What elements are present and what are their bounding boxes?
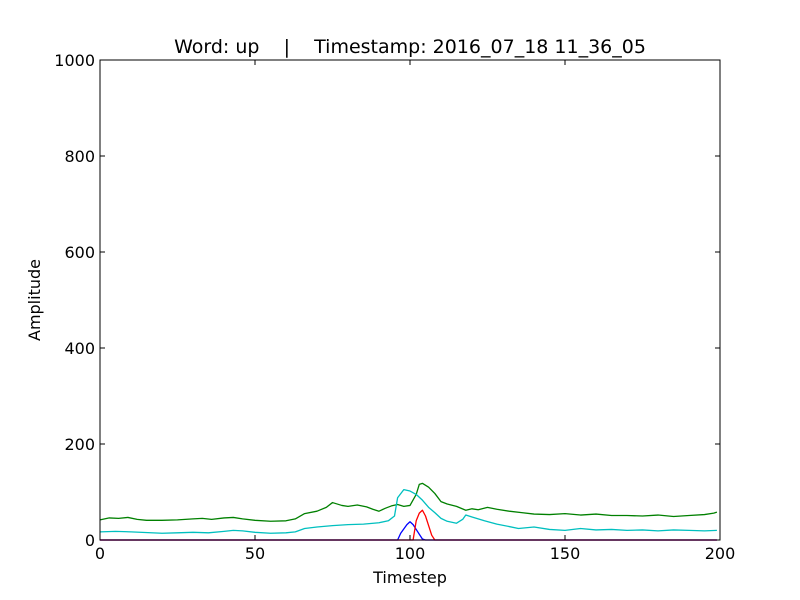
x-tick-label: 150 [550, 544, 581, 563]
y-tick-label: 400 [64, 339, 95, 358]
series-line-2 [99, 488, 717, 534]
y-tick-label: 600 [64, 243, 95, 262]
x-tick-label: 200 [705, 544, 736, 563]
x-tick-label: 0 [95, 544, 105, 563]
tick-group: 0 50 100 150 200 0 200 400 600 800 1000 [54, 51, 735, 563]
y-axis-label: Amplitude [25, 259, 44, 341]
x-tick-label: 100 [395, 544, 426, 563]
y-tick-label: 800 [64, 147, 95, 166]
x-axis-label: Timestep [372, 568, 447, 587]
chart-title: Word: up | Timestamp: 2016_07_18 11_36_0… [174, 36, 646, 58]
y-tick-label: 200 [64, 435, 95, 454]
series-line-1 [99, 482, 718, 522]
y-tick-label: 1000 [54, 51, 95, 70]
x-tick-label: 50 [245, 544, 265, 563]
y-tick-label: 0 [85, 531, 95, 550]
series-line-4 [100, 509, 717, 541]
